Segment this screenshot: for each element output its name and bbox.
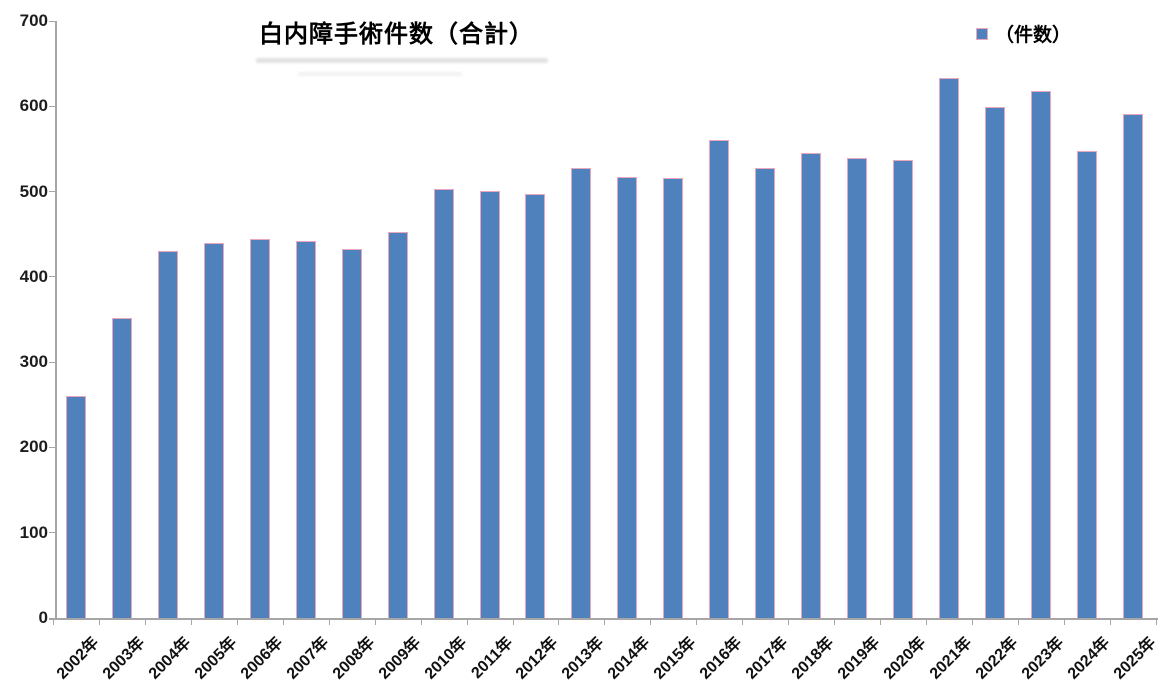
y-tick-mark [49, 446, 56, 448]
y-axis-tick-label: 700 [19, 11, 48, 30]
legend-label: （件数） [995, 25, 1072, 46]
y-tick-mark [49, 617, 56, 619]
bar-2020 [893, 160, 914, 618]
y-axis-tick-label: 300 [19, 352, 48, 372]
erased-text-artifact [256, 58, 548, 63]
x-tick-mark [696, 620, 698, 625]
bar-2002 [65, 396, 86, 618]
x-tick-mark [972, 620, 973, 625]
bar-2014 [617, 177, 638, 618]
x-tick-mark [282, 620, 284, 625]
y-axis-tick-label: 0 [38, 608, 48, 627]
y-axis-tick-label: 500 [19, 181, 48, 201]
bar-2016 [709, 140, 730, 618]
x-tick-mark [650, 620, 652, 625]
x-tick-mark [788, 620, 790, 625]
y-tick-mark [49, 20, 56, 22]
bar-2004 [157, 251, 178, 618]
legend-series-swatch-icon [976, 27, 988, 40]
x-tick-mark [1017, 620, 1019, 625]
chart-title: 白内障手術件数（合計） [259, 21, 534, 48]
bar-2013 [571, 167, 592, 618]
y-axis [55, 21, 57, 619]
x-tick-mark [144, 620, 146, 625]
bar-2021 [939, 78, 960, 618]
y-tick-mark [49, 191, 56, 193]
bar-2011 [479, 190, 500, 618]
bar-2010 [433, 189, 454, 618]
legend: （件数） [976, 20, 1071, 47]
y-tick-mark [49, 532, 56, 534]
x-tick-mark [880, 620, 882, 625]
x-tick-mark [190, 620, 192, 625]
bar-2018 [801, 153, 822, 618]
x-tick-mark [834, 620, 836, 625]
bar-2008 [341, 248, 362, 618]
x-tick-mark [1063, 620, 1065, 625]
y-axis-tick-label: 400 [19, 266, 48, 286]
y-axis-tick-label: 200 [19, 437, 48, 457]
x-tick-mark [926, 620, 928, 625]
x-tick-mark [742, 620, 744, 625]
bar-2006 [249, 239, 270, 618]
x-tick-mark [328, 620, 330, 625]
bar-2009 [387, 231, 408, 618]
bar-2019 [847, 158, 868, 618]
x-tick-mark [604, 620, 606, 625]
y-axis-tick-label: 100 [19, 522, 48, 542]
bar-2025 [1122, 113, 1143, 618]
erased-text-artifact [298, 72, 462, 76]
x-tick-mark [98, 620, 100, 625]
bar-2022 [984, 107, 1005, 618]
bar-2003 [111, 317, 132, 618]
bar-2007 [295, 241, 316, 618]
y-axis-tick-label: 600 [19, 96, 48, 116]
x-tick-mark [1155, 620, 1157, 625]
x-tick-mark [1109, 620, 1111, 625]
y-tick-mark [49, 361, 56, 363]
bar-2012 [525, 194, 546, 618]
y-tick-mark [49, 276, 56, 278]
y-tick-mark [49, 105, 56, 107]
x-tick-mark [558, 620, 560, 625]
bar-2015 [663, 177, 684, 618]
bar-2023 [1030, 90, 1051, 618]
x-tick-mark [374, 620, 376, 625]
x-tick-mark [53, 620, 54, 625]
x-tick-mark [512, 620, 514, 625]
x-tick-mark [466, 620, 468, 625]
x-tick-mark [420, 620, 422, 625]
bar-2005 [203, 242, 224, 618]
bar-2024 [1076, 150, 1097, 618]
bar-2017 [755, 167, 776, 618]
x-tick-mark [236, 620, 238, 625]
x-axis [49, 618, 1158, 620]
